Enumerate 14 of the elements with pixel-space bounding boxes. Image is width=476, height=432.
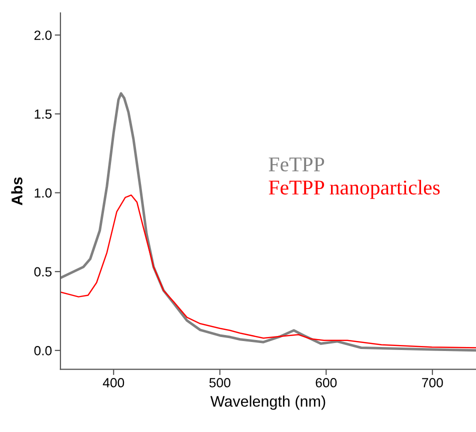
y-tick-label: 1.5 bbox=[34, 110, 52, 119]
text: FeTPP nanoparticles bbox=[268, 180, 440, 199]
text: FeTPP bbox=[268, 158, 324, 172]
x-tick-label: 700 bbox=[422, 378, 443, 388]
y-tick-label: 1.0 bbox=[34, 188, 52, 198]
y-axis-title: Abs bbox=[11, 177, 22, 206]
line-series bbox=[60, 92, 476, 352]
x-axis-title: Wavelength (nm) bbox=[210, 396, 326, 410]
x-tick-label: 600 bbox=[316, 378, 337, 388]
x-tick-label: 400 bbox=[102, 378, 124, 388]
x-tick-label: 500 bbox=[209, 378, 230, 388]
y-tick-label: 2.0 bbox=[34, 30, 52, 40]
y-tick-label: 0.5 bbox=[34, 267, 52, 276]
y-tick-label: 0.0 bbox=[34, 346, 52, 356]
